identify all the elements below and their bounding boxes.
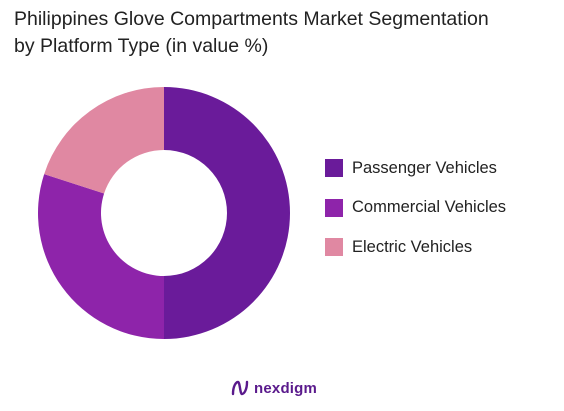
- legend-swatch-commercial-vehicles: [325, 198, 343, 217]
- brand-logo: nexdigm: [230, 378, 317, 398]
- chart-legend: Passenger Vehicles Commercial Vehicles E…: [325, 158, 506, 277]
- chart-title: Philippines Glove Compartments Market Se…: [14, 6, 554, 60]
- legend-label-electric-vehicles: Electric Vehicles: [352, 237, 473, 256]
- nexdigm-logo-icon: [231, 380, 249, 396]
- legend-label-passenger-vehicles: Passenger Vehicles: [352, 158, 497, 177]
- legend-item-commercial-vehicles: Commercial Vehicles: [325, 198, 506, 218]
- legend-item-electric-vehicles: Electric Vehicles: [325, 237, 506, 257]
- legend-swatch-passenger-vehicles: [325, 159, 343, 177]
- chart-title-line-2: by Platform Type (in value %): [14, 35, 269, 57]
- donut-slice-commercial-vehicles: [37, 174, 164, 339]
- donut-slice-passenger-vehicles: [164, 87, 290, 339]
- brand-name: nexdigm: [254, 379, 318, 397]
- legend-label-commercial-vehicles: Commercial Vehicles: [352, 198, 507, 216]
- donut-slice-electric-vehicles: [44, 87, 164, 194]
- legend-item-passenger-vehicles: Passenger Vehicles: [325, 158, 506, 178]
- chart-title-line-1: Philippines Glove Compartments Market Se…: [14, 8, 489, 30]
- legend-swatch-electric-vehicles: [325, 238, 343, 256]
